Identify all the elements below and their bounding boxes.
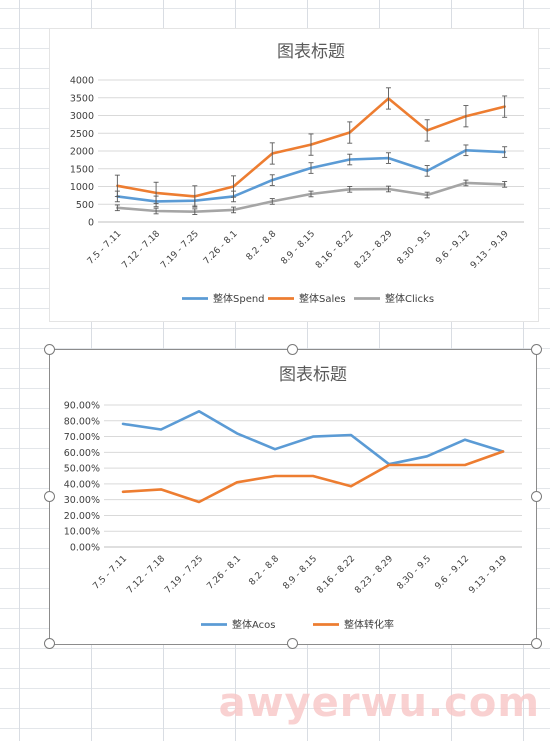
series-line [121, 409, 505, 466]
y-tick-label: 500 [76, 200, 94, 211]
x-tick-label: 8.23 - 8.29 [353, 554, 395, 596]
resize-handle-top-left[interactable] [44, 344, 55, 355]
legend-label: 整体Acos [232, 618, 276, 631]
y-tick-label: 3500 [70, 93, 94, 104]
legend-label: 整体Clicks [385, 292, 434, 305]
x-tick-label: 7.19 - 7.25 [159, 229, 201, 271]
x-tick-label: 7.12 - 7.18 [120, 229, 162, 271]
y-tick-label: 20.00% [64, 511, 100, 522]
y-tick-label: 2500 [70, 129, 94, 140]
x-tick-label: 7.5 - 7.11 [91, 554, 129, 592]
resize-handle-middle-left[interactable] [44, 491, 55, 502]
x-tick-label: 8.16 - 8.22 [314, 229, 356, 271]
x-tick-label: 8.2 - 8.8 [247, 554, 281, 588]
resize-handle-bottom-right[interactable] [531, 638, 542, 649]
y-tick-label: 1500 [70, 164, 94, 175]
x-tick-label: 9.6 - 9.12 [434, 229, 472, 267]
y-tick-label: 3000 [70, 111, 94, 122]
chart-2-svg: 图表标题 0.00% 10.00% 20.00% 30.00% 40.00% 50.00% 6… [64, 365, 522, 631]
y-tick-label: 40.00% [64, 479, 100, 490]
y-tick-label: 4000 [70, 76, 94, 87]
y-tick-label: 0 [88, 218, 94, 229]
y-tick-label: 2000 [70, 147, 94, 158]
x-tick-label: 7.12 - 7.18 [125, 554, 167, 596]
resize-handle-bottom-center[interactable] [287, 638, 298, 649]
chart-title: 图表标题 [277, 42, 345, 62]
x-tick-label: 7.26 - 8.1 [205, 554, 243, 592]
x-tick-label: 7.5 - 7.11 [86, 229, 124, 267]
x-tick-label: 7.19 - 7.25 [163, 554, 205, 596]
legend-label: 整体Spend [213, 292, 265, 305]
series-line [116, 181, 506, 213]
y-tick-label: 30.00% [64, 495, 100, 506]
resize-handle-top-center[interactable] [287, 344, 298, 355]
x-tick-label: 8.23 - 8.29 [353, 229, 395, 271]
x-tick-label: 8.2 - 8.8 [245, 229, 279, 263]
x-tick-label: 8.9 - 8.15 [279, 229, 317, 267]
y-tick-label: 90.00% [64, 401, 100, 412]
legend-label: 整体Sales [299, 292, 346, 305]
x-tick-label: 8.30 - 9.5 [395, 554, 433, 592]
x-tick-label: 7.26 - 8.1 [202, 229, 240, 267]
y-tick-label: 10.00% [64, 527, 100, 538]
chart-acos-conversion[interactable]: 图表标题 0.00% 10.00% 20.00% 30.00% 40.00% 50.00% 6… [49, 349, 537, 645]
y-tick-label: 50.00% [64, 464, 100, 475]
y-tick-label: 60.00% [64, 448, 100, 459]
legend-label: 整体转化率 [344, 618, 394, 631]
chart-1-svg: 图表标题 0 500 1000 1500 2000 2500 3000 3500 4000 7.5 … [70, 42, 524, 305]
resize-handle-top-right[interactable] [531, 344, 542, 355]
x-tick-label: 8.9 - 8.15 [281, 554, 319, 592]
x-tick-label: 9.13 - 9.19 [469, 229, 511, 271]
x-tick-label: 9.13 - 9.19 [467, 554, 509, 596]
chart-title: 图表标题 [279, 365, 347, 385]
x-tick-label: 8.16 - 8.22 [315, 554, 357, 596]
y-tick-label: 80.00% [64, 416, 100, 427]
series-line [121, 450, 505, 504]
y-tick-label: 70.00% [64, 432, 100, 443]
x-tick-label: 9.6 - 9.12 [433, 554, 471, 592]
resize-handle-middle-right[interactable] [531, 491, 542, 502]
chart-spend-sales-clicks[interactable]: 图表标题 0 500 1000 1500 2000 2500 3000 3500 4000 7.5 … [49, 28, 539, 322]
y-tick-label: 0.00% [70, 543, 100, 554]
resize-handle-bottom-left[interactable] [44, 638, 55, 649]
x-tick-label: 8.30 - 9.5 [396, 229, 434, 267]
watermark-text: awyerwu.com [218, 680, 540, 726]
y-tick-label: 1000 [70, 182, 94, 193]
